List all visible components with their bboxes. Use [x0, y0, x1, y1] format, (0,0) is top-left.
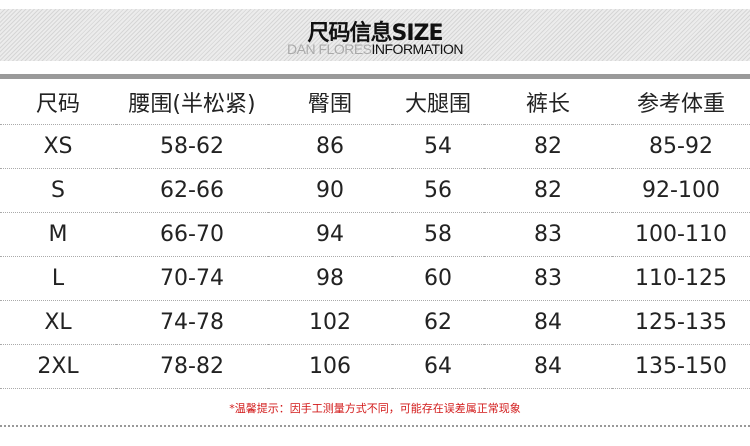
table-cell: 裤长: [484, 80, 612, 125]
table-cell: 56: [392, 168, 484, 213]
table-row: XL 74-78 102 62 84 125-135: [0, 300, 750, 345]
banner-subtitle: DAN FLORESINFORMATION: [0, 41, 750, 57]
bottom-divider: [0, 425, 750, 427]
table-cell: 83: [484, 212, 612, 257]
table-cell: 85-92: [612, 124, 750, 169]
table-cell: 54: [392, 124, 484, 169]
table-cell: 84: [484, 300, 612, 345]
table-cell: XL: [0, 300, 116, 345]
header-banner: 尺码信息SIZE DAN FLORESINFORMATION: [0, 9, 750, 61]
table-cell: 82: [484, 168, 612, 213]
table-cell: 74-78: [116, 300, 268, 345]
table-row: XS 58-62 86 54 82 85-92: [0, 124, 750, 169]
table-cell: 82: [484, 124, 612, 169]
table-row: L 70-74 98 60 83 110-125: [0, 256, 750, 301]
banner-title: 尺码信息SIZE: [307, 21, 443, 46]
table-cell: 125-135: [612, 300, 750, 345]
table-cell: 90: [268, 168, 392, 213]
table-cell: 2XL: [0, 344, 116, 389]
table-cell: 58: [392, 212, 484, 257]
table-cell: 腰围(半松紧): [116, 80, 268, 125]
table-cell: 60: [392, 256, 484, 301]
table-cell: 70-74: [116, 256, 268, 301]
table-cell: 135-150: [612, 344, 750, 389]
table-cell: 58-62: [116, 124, 268, 169]
table-cell: 64: [392, 344, 484, 389]
table-cell: 100-110: [612, 212, 750, 257]
table-cell: 84: [484, 344, 612, 389]
table-cell: 78-82: [116, 344, 268, 389]
table-cell: L: [0, 256, 116, 301]
table-row: M 66-70 94 58 83 100-110: [0, 212, 750, 257]
size-table: 尺码 腰围(半松紧) 臀围 大腿围 裤长 参考体重 XS 58-62 86 54 82 85-92 S 6…: [0, 80, 750, 389]
subtitle-light: DAN FLORES: [287, 41, 372, 57]
table-cell: 98: [268, 256, 392, 301]
divider-bar: [0, 74, 750, 79]
table-cell: 102: [268, 300, 392, 345]
table-cell: S: [0, 168, 116, 213]
table-cell: 62: [392, 300, 484, 345]
table-row: 2XL 78-82 106 64 84 135-150: [0, 344, 750, 389]
table-cell: 110-125: [612, 256, 750, 301]
table-cell: 大腿围: [392, 80, 484, 125]
table-cell: XS: [0, 124, 116, 169]
table-cell: 94: [268, 212, 392, 257]
table-cell: 66-70: [116, 212, 268, 257]
table-cell: 参考体重: [612, 80, 750, 125]
table-cell: 臀围: [268, 80, 392, 125]
table-cell: 83: [484, 256, 612, 301]
subtitle-dark: INFORMATION: [371, 41, 464, 57]
table-cell: M: [0, 212, 116, 257]
table-cell: 62-66: [116, 168, 268, 213]
table-cell: 86: [268, 124, 392, 169]
table-cell: 92-100: [612, 168, 750, 213]
table-cell: 尺码: [0, 80, 116, 125]
table-row: S 62-66 90 56 82 92-100: [0, 168, 750, 213]
header-row: 尺码 腰围(半松紧) 臀围 大腿围 裤长 参考体重: [0, 80, 750, 125]
table-cell: 106: [268, 344, 392, 389]
measurement-note: *温馨提示：因手工测量方式不同，可能存在误差属正常现象: [229, 402, 521, 415]
